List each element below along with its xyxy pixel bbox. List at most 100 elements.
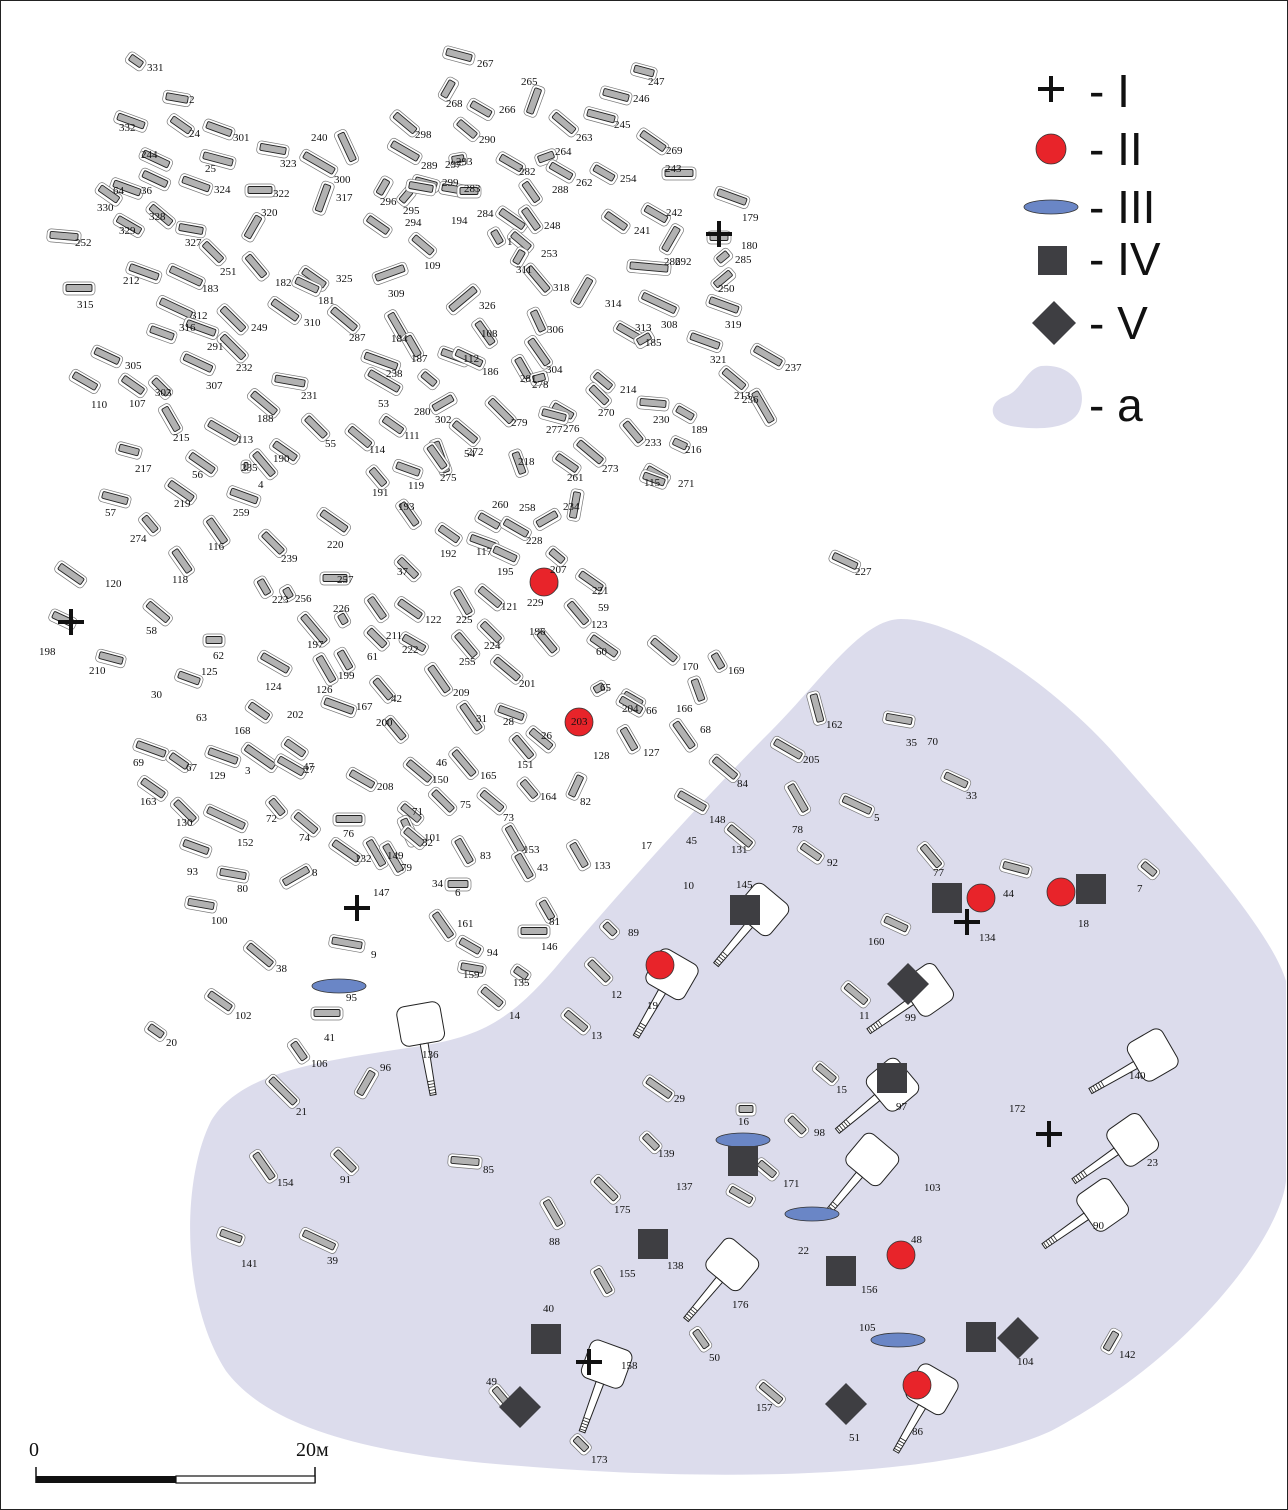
grave-fill [356, 1070, 376, 1096]
grave-fill [302, 151, 336, 175]
grave [511, 353, 535, 383]
grave [507, 228, 535, 255]
grave [495, 151, 526, 176]
grave [165, 263, 206, 290]
grave-number: 136 [422, 1049, 439, 1061]
grave [725, 1183, 756, 1208]
grave-fill [268, 1076, 298, 1106]
grave-number: 46 [436, 757, 448, 769]
grave [269, 438, 301, 465]
grave-fill [1002, 861, 1030, 875]
large-grave-tail [419, 1042, 437, 1097]
grave-number: 120 [105, 578, 122, 590]
grave-number: 128 [593, 750, 610, 762]
grave-number: 309 [388, 288, 405, 300]
grave-fill [159, 297, 193, 319]
grave [784, 780, 812, 816]
grave-number: 111 [404, 430, 420, 442]
grave-number: 142 [1119, 1349, 1136, 1361]
grave-number: 200 [376, 717, 393, 729]
red-circle-marker [966, 883, 996, 913]
large-grave-tail [683, 1276, 724, 1323]
grave [707, 649, 728, 673]
grave-fill [456, 119, 478, 139]
grave-number: 224 [484, 640, 501, 652]
grave [489, 543, 521, 566]
grave-fill [403, 827, 425, 847]
red-circle-icon [1035, 133, 1067, 165]
grave-fill [469, 100, 493, 118]
grave-number: 112 [463, 353, 479, 365]
grave [344, 423, 375, 452]
grave-fill [101, 491, 129, 505]
grave-fill [374, 264, 406, 282]
grave-fill [385, 717, 407, 741]
large-grave-tail [1041, 1212, 1090, 1250]
grave-number: 140 [1129, 1070, 1146, 1082]
grave-fill [404, 334, 422, 358]
grave [90, 344, 124, 369]
grave-fill [474, 320, 496, 346]
grave-number: 123 [591, 619, 608, 631]
grave [365, 464, 390, 491]
grave-fill [323, 697, 355, 715]
grave-number: 310 [304, 317, 321, 329]
grave-number: 17 [641, 840, 653, 852]
grave-number: 312 [191, 310, 208, 322]
grave-number: 168 [234, 725, 251, 737]
grave [98, 488, 132, 509]
grave-number: 275 [440, 472, 457, 484]
grave [705, 293, 743, 317]
grave [408, 232, 438, 259]
grave [271, 372, 309, 391]
grave-fill [202, 151, 234, 167]
grave [334, 610, 352, 629]
grave-number: 191 [372, 487, 389, 499]
grave-fill [593, 1176, 619, 1202]
blue-ellipse-marker [784, 1206, 840, 1222]
grave-fill [168, 752, 190, 770]
grave [142, 598, 173, 627]
scale-start-label: 0 [29, 1439, 39, 1461]
grave-fill [537, 150, 555, 164]
grave-fill [727, 824, 753, 848]
grave [448, 746, 479, 781]
grave-fill [641, 292, 677, 314]
grave [476, 618, 505, 647]
grave [686, 329, 724, 353]
grave [669, 718, 699, 753]
grave-number: 27 [304, 764, 316, 776]
grave [646, 635, 681, 666]
grave-number: 325 [336, 273, 353, 285]
grave [589, 369, 616, 394]
large-grave [1041, 1178, 1129, 1250]
grave-number: 270 [598, 407, 615, 419]
grave-fill [536, 630, 558, 654]
grave-fill [661, 226, 681, 252]
grave-number: 82 [580, 796, 591, 808]
grave-number: 258 [519, 502, 536, 514]
grave-number: 317 [336, 192, 353, 204]
grave-fill [246, 942, 274, 968]
grave-number: 245 [614, 119, 631, 131]
large-grave-tail [578, 1380, 605, 1434]
grave-fill [451, 749, 477, 777]
grave-number: 319 [725, 319, 742, 331]
grave-fill [629, 261, 669, 273]
grave [718, 365, 749, 394]
grave-fill [98, 184, 120, 204]
grave-number: 230 [653, 414, 670, 426]
grave [642, 1074, 676, 1103]
grave [155, 295, 196, 322]
grave [48, 608, 78, 631]
grave-number: 259 [233, 507, 250, 519]
grave-number: 125 [201, 666, 218, 678]
grave [437, 76, 459, 102]
grave-number: 223 [272, 594, 289, 606]
grave [424, 662, 454, 697]
grave-number: 163 [140, 796, 157, 808]
grave-number: 10 [683, 880, 695, 892]
grave-number: 102 [235, 1010, 252, 1022]
grave [687, 675, 708, 705]
grave-number: 74 [299, 832, 311, 844]
